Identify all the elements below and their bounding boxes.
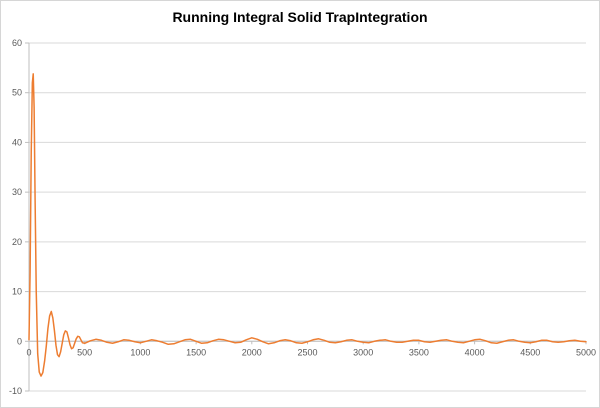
x-axis-tick-label: 3500 [409, 347, 429, 357]
x-axis-tick-label: 4500 [520, 347, 540, 357]
y-axis-tick-label: 0 [17, 336, 22, 346]
y-axis-tick-label: 10 [12, 287, 22, 297]
x-axis-tick-label: 2000 [242, 347, 262, 357]
x-axis-tick-label: 3000 [353, 347, 373, 357]
y-axis-tick-label: 60 [12, 38, 22, 48]
x-axis-tick-label: 5000 [576, 347, 596, 357]
x-axis-tick-label: 1000 [130, 347, 150, 357]
y-axis-tick-label: 20 [12, 237, 22, 247]
y-axis-tick-label: 50 [12, 88, 22, 98]
y-axis-tick-label: 40 [12, 137, 22, 147]
x-axis-tick-label: 4000 [465, 347, 485, 357]
x-axis-tick-label: 500 [77, 347, 92, 357]
series-line [28, 73, 587, 377]
x-axis-tick-label: 1500 [186, 347, 206, 357]
chart-title: Running Integral Solid TrapIntegration [172, 9, 428, 25]
y-axis-tick-label: 30 [12, 187, 22, 197]
x-axis-tick-label: 0 [26, 347, 31, 357]
x-axis-tick-label: 2500 [297, 347, 317, 357]
y-axis-tick-label: -10 [9, 386, 22, 396]
